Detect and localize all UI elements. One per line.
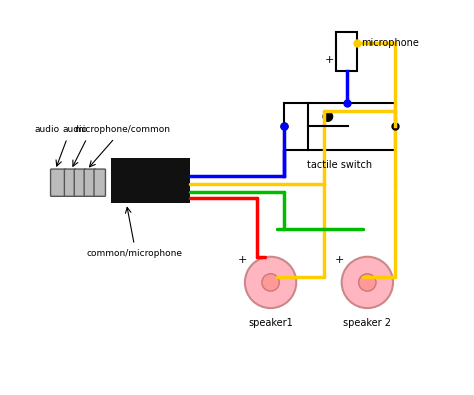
Circle shape bbox=[323, 112, 333, 121]
FancyBboxPatch shape bbox=[84, 169, 96, 196]
Bar bbox=[284, 103, 395, 150]
Circle shape bbox=[342, 257, 393, 308]
Text: +: + bbox=[335, 255, 345, 265]
Circle shape bbox=[359, 274, 376, 291]
Text: speaker 2: speaker 2 bbox=[343, 318, 392, 328]
FancyBboxPatch shape bbox=[74, 169, 86, 196]
Bar bbox=[336, 32, 357, 71]
FancyBboxPatch shape bbox=[51, 169, 66, 196]
Text: +: + bbox=[238, 255, 247, 265]
Text: common/microphone: common/microphone bbox=[86, 249, 182, 258]
Text: microphone: microphone bbox=[361, 38, 419, 49]
Text: audio: audio bbox=[35, 125, 60, 134]
FancyBboxPatch shape bbox=[94, 169, 106, 196]
Text: +: + bbox=[325, 55, 335, 65]
Text: speaker1: speaker1 bbox=[248, 318, 293, 328]
Text: tactile switch: tactile switch bbox=[307, 160, 372, 170]
Text: audio: audio bbox=[63, 125, 88, 134]
FancyBboxPatch shape bbox=[64, 169, 76, 196]
Circle shape bbox=[245, 257, 296, 308]
Circle shape bbox=[262, 274, 279, 291]
Text: microphone/common: microphone/common bbox=[74, 125, 171, 134]
Bar bbox=[110, 158, 190, 203]
